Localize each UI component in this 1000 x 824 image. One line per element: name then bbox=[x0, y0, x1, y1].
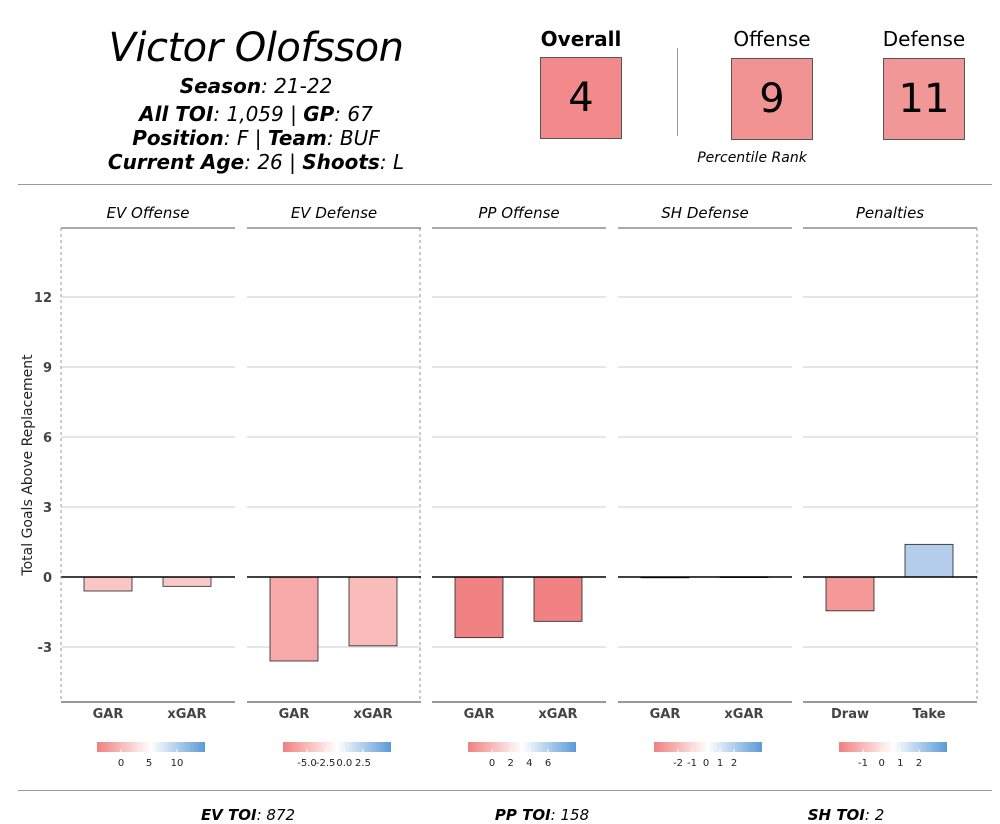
pp-toi-value: 158 bbox=[560, 806, 590, 824]
x-tick-label: GAR bbox=[464, 707, 495, 722]
y-tick-label: -3 bbox=[38, 641, 52, 656]
bar-gar bbox=[83, 576, 133, 592]
legend-tick-label: 0 bbox=[878, 758, 884, 769]
percentile-rank-caption: Percentile Rank bbox=[697, 150, 807, 166]
toi-label: All TOI bbox=[139, 102, 214, 126]
gp-label: GP bbox=[303, 102, 335, 126]
position-team-line: Position: F | Team: BUF bbox=[132, 126, 380, 150]
panel-title: EV Offense bbox=[107, 204, 190, 222]
x-tick-label: Take bbox=[912, 707, 945, 722]
position-label: Position bbox=[132, 126, 224, 150]
bar-xgar bbox=[162, 576, 212, 587]
legend-tick-label: 10 bbox=[171, 758, 184, 769]
bar-gar bbox=[454, 576, 504, 639]
y-tick-label: 3 bbox=[43, 501, 52, 516]
legend-tick-label: -5.0 bbox=[297, 758, 317, 769]
x-tick-label: xGAR bbox=[538, 707, 577, 722]
legend-tick-label: 2.5 bbox=[355, 758, 371, 769]
overall-label: Overall bbox=[540, 27, 622, 51]
x-tick-label: xGAR bbox=[353, 707, 392, 722]
legend-tick-label: 0 bbox=[489, 758, 495, 769]
overall-rank-box: 4 bbox=[540, 57, 622, 139]
legend-colorbar bbox=[468, 742, 576, 752]
y-tick-label: 9 bbox=[43, 361, 52, 376]
shoots-label: Shoots bbox=[302, 150, 380, 174]
legend-colorbar bbox=[654, 742, 762, 752]
age-shoots-line: Current Age: 26 | Shoots: L bbox=[107, 150, 405, 174]
y-tick-label: 0 bbox=[43, 571, 52, 586]
bar-gar bbox=[269, 576, 319, 662]
x-tick-label: GAR bbox=[650, 707, 681, 722]
legend-tick-label: 1 bbox=[897, 758, 903, 769]
position-value: F bbox=[236, 126, 249, 150]
bar-draw bbox=[825, 576, 875, 612]
season-line: Season: 21-22 bbox=[179, 74, 333, 98]
offense-label: Offense bbox=[733, 27, 811, 51]
y-tick-label: 12 bbox=[34, 291, 52, 306]
legend-tick-label: -2 bbox=[673, 758, 683, 769]
legend-colorbar bbox=[839, 742, 947, 752]
legend-tick-label: 2 bbox=[731, 758, 737, 769]
legend-tick-label: 0.0 bbox=[336, 758, 352, 769]
defense-rank-box: 11 bbox=[883, 58, 965, 140]
toi-gp-line: All TOI: 1,059 | GP: 67 bbox=[139, 102, 373, 126]
legend-tick-label: 4 bbox=[526, 758, 532, 769]
offense-rank-box: 9 bbox=[731, 58, 813, 140]
y-axis-label: Total Goals Above Replacement bbox=[20, 354, 36, 577]
legend-tick-label: 0 bbox=[703, 758, 709, 769]
ev-toi: EV TOI: 872 bbox=[200, 806, 296, 824]
x-tick-label: xGAR bbox=[724, 707, 763, 722]
panel-title: EV Defense bbox=[291, 204, 377, 222]
legend-tick-label: 2 bbox=[916, 758, 922, 769]
player-name: Victor Olofsson bbox=[108, 25, 404, 71]
legend-tick-label: 6 bbox=[545, 758, 551, 769]
rank-divider bbox=[677, 48, 678, 136]
legend-tick-label: 1 bbox=[717, 758, 723, 769]
x-tick-label: xGAR bbox=[167, 707, 206, 722]
gar-bar-chart: Total Goals Above Replacement-3036912EV … bbox=[20, 204, 978, 769]
legend-tick-label: -1 bbox=[858, 758, 868, 769]
ev-toi-value: 872 bbox=[266, 806, 296, 824]
legend-colorbar bbox=[283, 742, 391, 752]
gp-value: 67 bbox=[347, 102, 373, 126]
legend-tick-label: 5 bbox=[146, 758, 152, 769]
age-value: 26 bbox=[257, 150, 283, 174]
defense-label: Defense bbox=[882, 27, 966, 51]
panel-title: Penalties bbox=[856, 204, 924, 222]
footer-divider bbox=[18, 790, 992, 791]
bar-xgar bbox=[348, 576, 398, 647]
bar-xgar bbox=[533, 576, 583, 622]
player-info: Victor Olofsson Season: 21-22 All TOI: 1… bbox=[56, 22, 456, 174]
x-tick-label: GAR bbox=[279, 707, 310, 722]
sh-toi-value: 2 bbox=[874, 806, 885, 824]
x-tick-label: Draw bbox=[831, 707, 869, 722]
legend-tick-label: 0 bbox=[118, 758, 124, 769]
team-label: Team bbox=[267, 126, 327, 150]
x-tick-label: GAR bbox=[93, 707, 124, 722]
sh-toi: SH TOI: 2 bbox=[807, 806, 885, 824]
season-value: 21-22 bbox=[274, 74, 333, 98]
pp-toi: PP TOI: 158 bbox=[494, 806, 590, 824]
toi-value: 1,059 bbox=[226, 102, 284, 126]
season-label: Season bbox=[179, 74, 262, 98]
team-value: BUF bbox=[339, 126, 380, 150]
legend-colorbar bbox=[97, 742, 205, 752]
legend-tick-label: 2 bbox=[507, 758, 513, 769]
pp-toi-label: PP TOI bbox=[494, 806, 551, 824]
legend-tick-label: -2.5 bbox=[316, 758, 336, 769]
legend-tick-label: -1 bbox=[687, 758, 697, 769]
bar-take bbox=[904, 543, 954, 578]
sh-toi-label: SH TOI bbox=[807, 806, 865, 824]
panel-title: PP Offense bbox=[478, 204, 559, 222]
age-label: Current Age bbox=[107, 150, 245, 174]
panel-title: SH Defense bbox=[661, 204, 748, 222]
header-divider bbox=[18, 184, 992, 185]
y-tick-label: 6 bbox=[43, 431, 52, 446]
shoots-value: L bbox=[392, 150, 405, 174]
ev-toi-label: EV TOI bbox=[200, 806, 257, 824]
